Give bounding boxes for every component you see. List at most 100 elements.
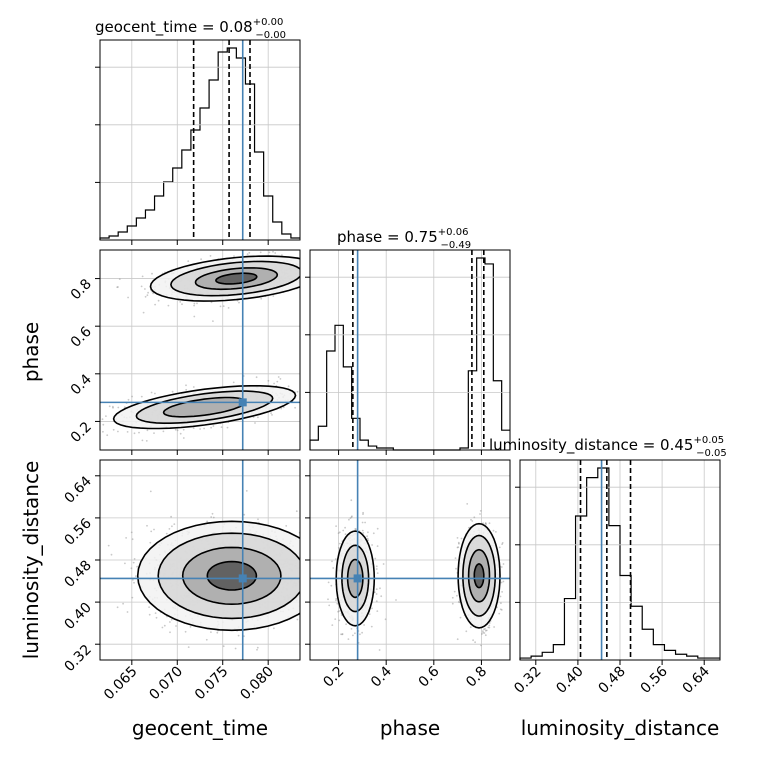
sample-point	[196, 302, 198, 305]
sample-point	[371, 544, 373, 546]
sample-point	[487, 626, 490, 629]
sample-point	[482, 630, 484, 633]
sample-point	[126, 431, 129, 433]
truth-marker	[238, 574, 247, 583]
sample-point	[395, 599, 397, 601]
sample-point	[148, 613, 151, 616]
sample-point	[342, 529, 345, 532]
sample-point	[362, 532, 365, 534]
sample-point	[454, 557, 457, 559]
sample-point	[112, 406, 114, 409]
sample-point	[331, 560, 333, 563]
sample-point	[295, 510, 298, 513]
sample-point	[132, 561, 135, 564]
sample-point	[144, 295, 147, 298]
xlabel-geocent-time: geocent_time	[132, 716, 268, 740]
sample-point	[154, 612, 157, 614]
sample-point	[362, 511, 364, 514]
sample-point	[141, 275, 144, 278]
sample-point	[287, 385, 290, 388]
sample-point	[469, 626, 472, 629]
sample-point	[368, 613, 371, 615]
sample-point	[492, 529, 495, 532]
sample-point	[485, 629, 488, 632]
sample-point	[125, 537, 127, 539]
sample-point	[451, 596, 454, 599]
sample-point	[350, 628, 353, 630]
sample-point	[187, 646, 190, 648]
sample-point	[362, 513, 364, 515]
sample-point	[482, 631, 484, 634]
sample-point	[376, 545, 379, 547]
sample-point	[498, 546, 501, 549]
sample-point	[276, 380, 279, 383]
sample-point	[152, 292, 155, 295]
sample-point	[344, 533, 347, 536]
sample-point	[474, 641, 476, 644]
sample-point	[472, 639, 474, 642]
sample-point	[181, 303, 183, 306]
sample-point	[485, 523, 487, 526]
sample-point	[364, 521, 366, 524]
sample-point	[193, 302, 196, 305]
sample-point	[345, 623, 347, 626]
sample-point	[484, 522, 487, 525]
sample-point	[167, 304, 170, 307]
sample-point	[171, 525, 173, 528]
sample-point	[182, 437, 185, 439]
sample-point	[151, 272, 153, 275]
sample-point	[200, 258, 203, 261]
sample-point	[347, 638, 350, 640]
sample-point	[147, 291, 150, 294]
sample-point	[272, 250, 274, 253]
sample-point	[107, 544, 110, 547]
sample-point	[170, 618, 173, 621]
sample-point	[165, 532, 168, 535]
sample-point	[135, 575, 137, 578]
sample-point	[274, 252, 277, 254]
sample-point	[171, 390, 174, 393]
sample-point	[332, 567, 335, 569]
sample-point	[473, 516, 476, 519]
sample-point	[331, 624, 334, 626]
sample-point	[131, 538, 134, 541]
sample-point	[379, 587, 381, 590]
sample-point	[112, 405, 114, 408]
sample-point	[349, 517, 352, 519]
sample-point	[110, 553, 113, 556]
sample-point	[380, 595, 383, 598]
sample-point	[112, 428, 115, 431]
sample-point	[282, 406, 285, 409]
histogram-lumdist-hist	[519, 467, 720, 660]
sample-point	[256, 646, 259, 649]
sample-point	[142, 311, 145, 314]
sample-point	[338, 610, 341, 612]
ylabel-luminosity-distance: luminosity_distance	[19, 461, 43, 660]
sample-point	[466, 503, 469, 505]
sample-point	[140, 395, 143, 398]
sample-point	[296, 390, 299, 393]
sample-point	[234, 647, 237, 650]
sample-point	[237, 634, 240, 637]
sample-point	[500, 581, 503, 584]
density-contour	[215, 272, 258, 285]
sample-point	[335, 597, 338, 600]
sample-point	[245, 490, 248, 492]
sample-point	[453, 590, 456, 593]
sample-point	[209, 255, 212, 257]
sample-point	[124, 562, 126, 565]
sample-point	[484, 629, 487, 632]
sample-point	[210, 426, 213, 429]
sample-point	[141, 439, 144, 442]
sample-point	[471, 520, 474, 522]
sample-point	[272, 295, 275, 297]
truth-marker	[238, 398, 247, 407]
sample-point	[335, 525, 337, 527]
sample-point	[149, 541, 152, 544]
sample-point	[173, 523, 176, 525]
sample-point	[341, 633, 344, 636]
sample-point	[259, 251, 262, 254]
sample-point	[270, 412, 272, 414]
sample-point	[149, 490, 152, 493]
sample-point	[354, 528, 357, 530]
